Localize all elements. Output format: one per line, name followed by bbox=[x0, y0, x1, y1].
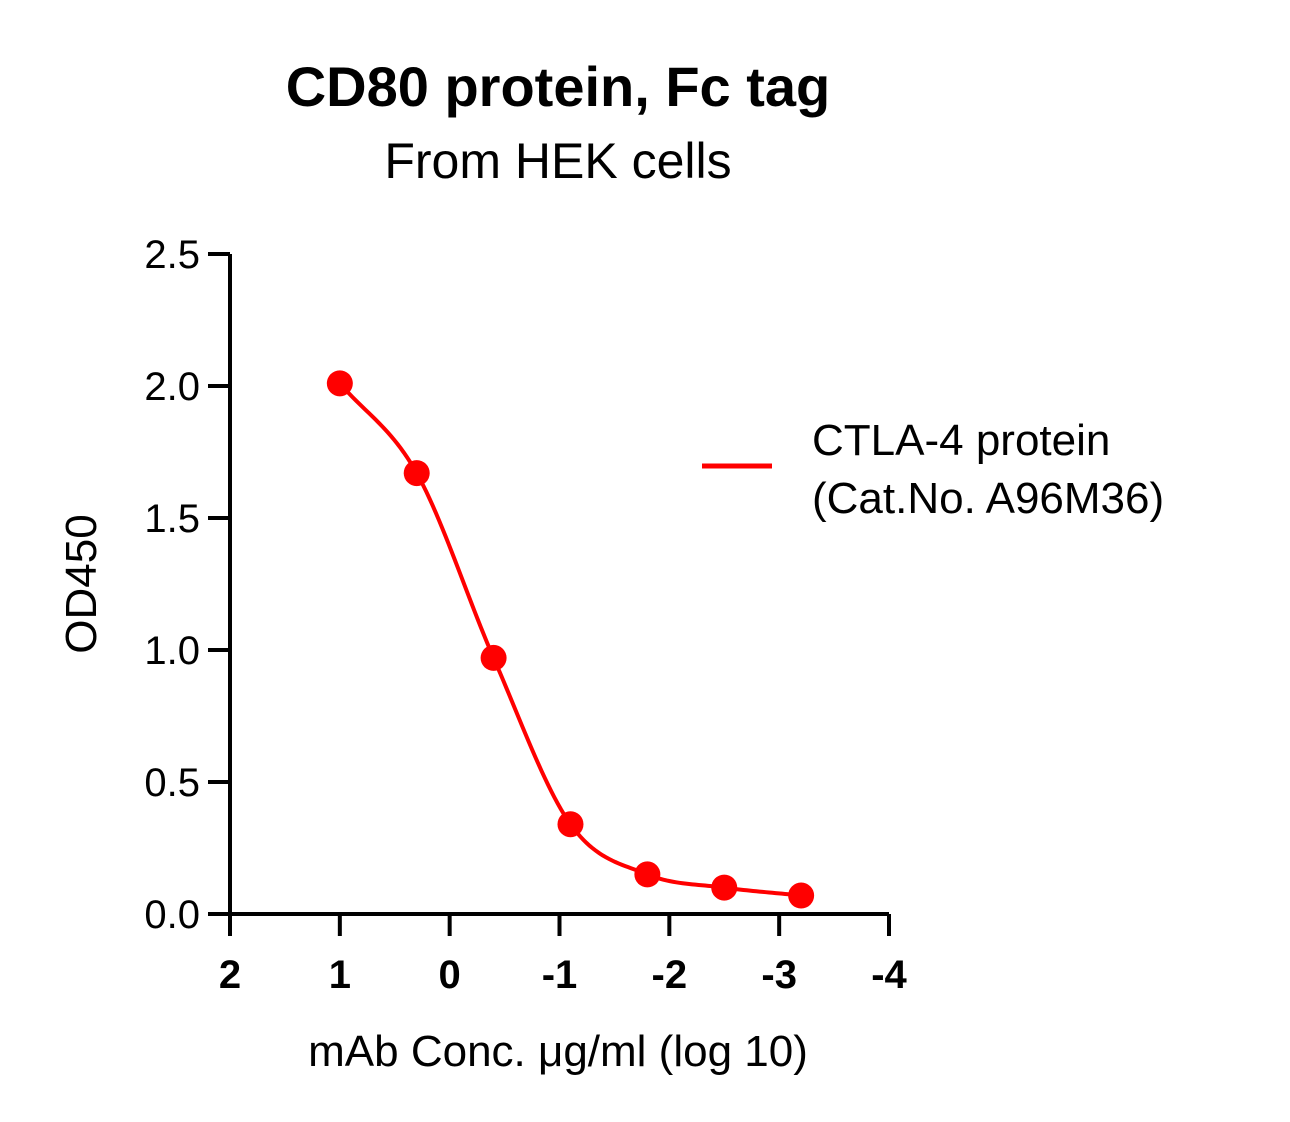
y-tick-label: 1.5 bbox=[144, 497, 200, 541]
chart-title: CD80 protein, Fc tag bbox=[286, 55, 831, 118]
x-tick-label: 1 bbox=[329, 953, 351, 997]
x-tick-label: -3 bbox=[761, 953, 797, 997]
axes bbox=[228, 254, 889, 916]
data-point bbox=[557, 811, 584, 838]
data-point bbox=[711, 874, 738, 901]
y-tick-label: 2.5 bbox=[144, 233, 200, 277]
y-tick-label: 1.0 bbox=[144, 629, 200, 673]
chart-subtitle: From HEK cells bbox=[384, 133, 731, 189]
data-point bbox=[480, 644, 507, 671]
x-tick-label: -1 bbox=[542, 953, 578, 997]
data-point bbox=[634, 861, 661, 888]
x-axis-label: mAb Conc. μg/ml (log 10) bbox=[308, 1027, 808, 1076]
y-ticks: 0.0 0.5 1.0 1.5 2.0 2.5 bbox=[144, 233, 230, 937]
y-tick-label: 0.0 bbox=[144, 893, 200, 937]
legend-label-line1: CTLA-4 protein bbox=[812, 416, 1110, 465]
y-tick-label: 0.5 bbox=[144, 761, 200, 805]
series-group bbox=[326, 370, 815, 909]
data-point bbox=[788, 882, 815, 909]
y-axis-label: OD450 bbox=[57, 514, 106, 653]
legend-label-line2: (Cat.No. A96M36) bbox=[812, 474, 1164, 523]
data-point bbox=[403, 460, 430, 487]
x-tick-label: -2 bbox=[652, 953, 688, 997]
legend: CTLA-4 protein (Cat.No. A96M36) bbox=[702, 416, 1164, 523]
x-tick-label: -4 bbox=[871, 953, 907, 997]
x-tick-label: 2 bbox=[219, 953, 241, 997]
x-ticks: 2 1 0 -1 -2 -3 -4 bbox=[219, 914, 908, 997]
y-tick-label: 2.0 bbox=[144, 365, 200, 409]
data-point bbox=[326, 370, 353, 397]
x-tick-label: 0 bbox=[439, 953, 461, 997]
